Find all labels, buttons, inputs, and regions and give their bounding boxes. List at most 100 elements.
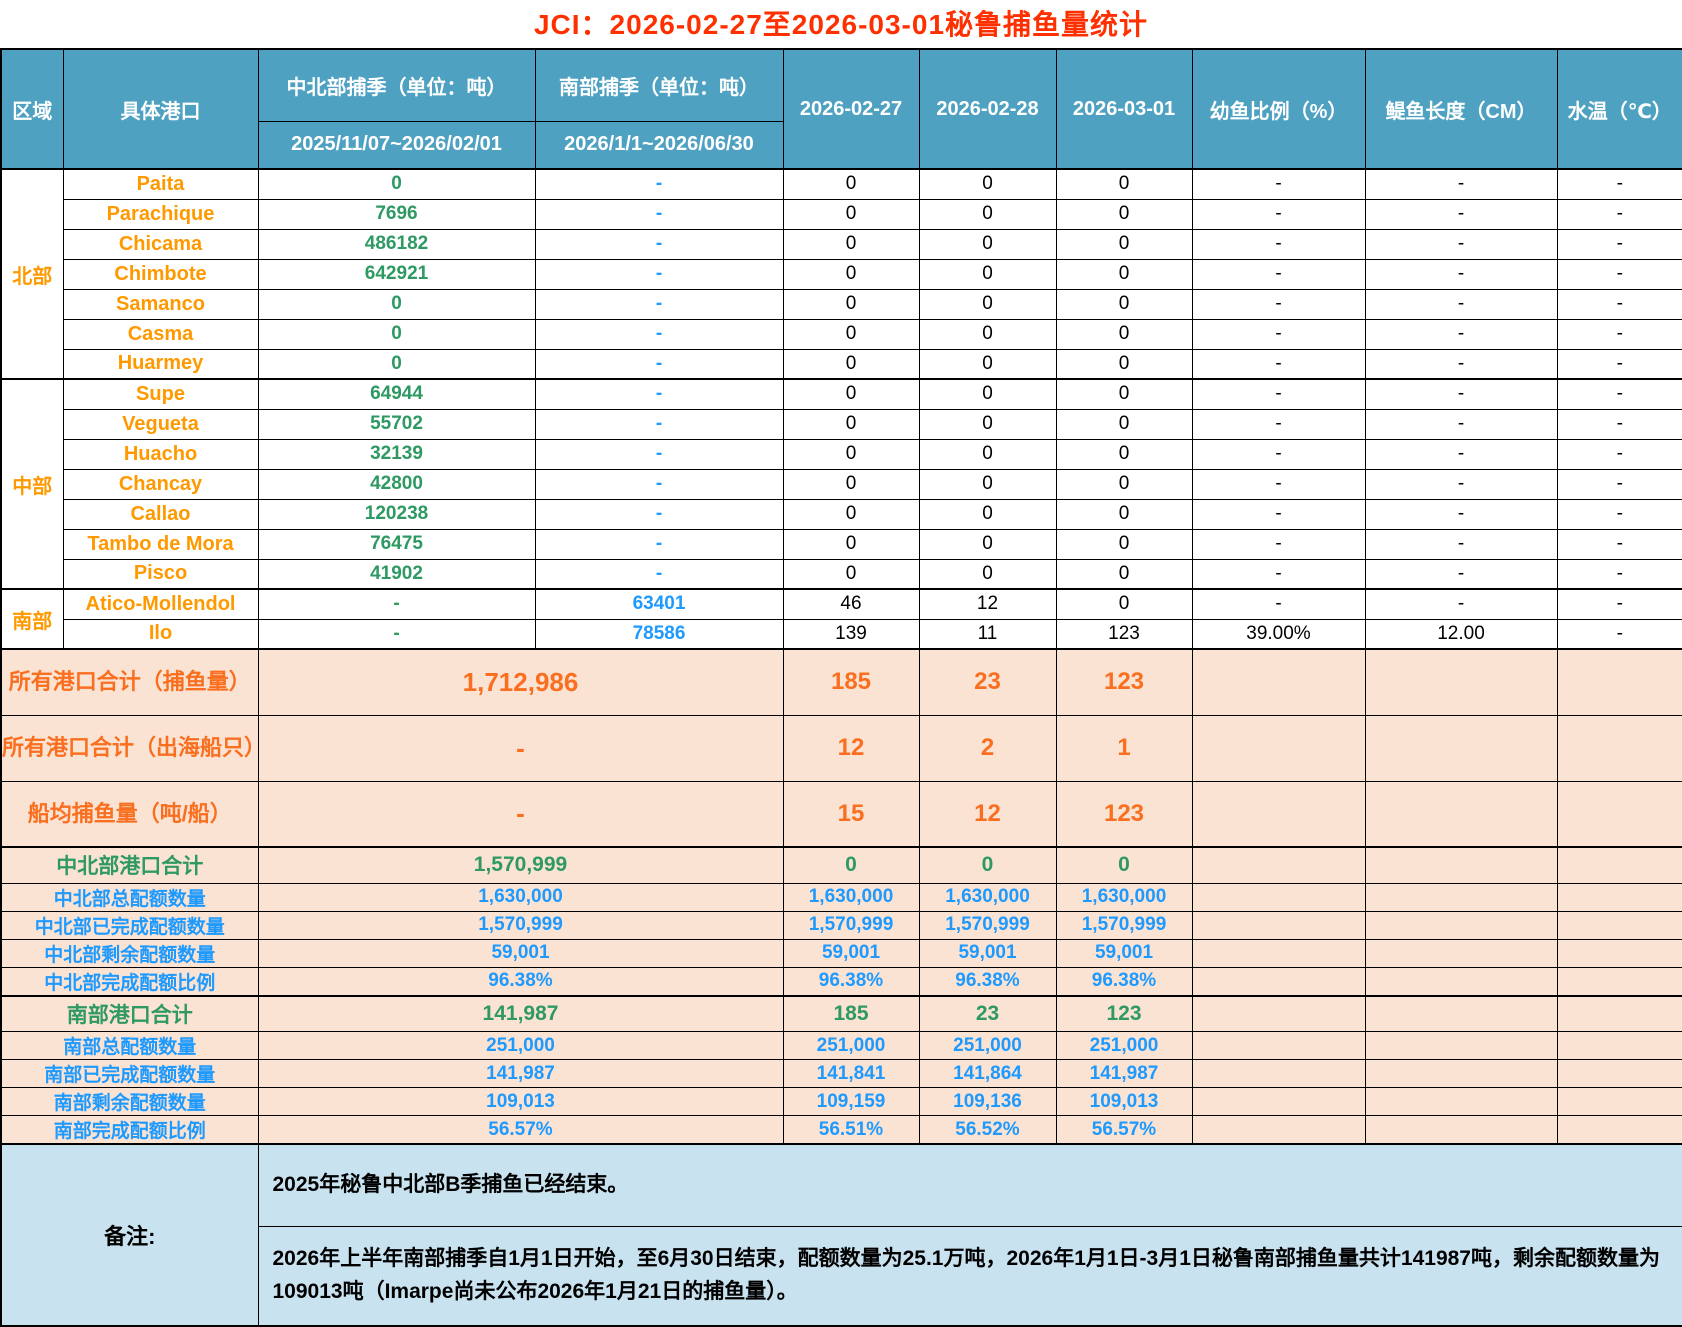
day1-value: 109,159 [782, 1087, 920, 1116]
day2-value: 0 [918, 228, 1057, 260]
summary-rows-body: 所有港口合计（捕鱼量） 1,712,986 185 23 123 所有港口合计（出海船只）… [0, 648, 1682, 1145]
season-total-value: 56.57% [257, 1115, 784, 1145]
day1-value: 96.38% [782, 966, 920, 996]
day1-value: 0 [782, 318, 920, 350]
summary-label: 南部已完成配额数量 [0, 1059, 259, 1088]
port-name: Atico-Mollendol [62, 588, 259, 620]
anchovy-length-value: - [1364, 558, 1558, 590]
day1-value: 0 [782, 198, 920, 230]
north-season-value: - [257, 588, 536, 620]
day2-value: 12 [918, 588, 1057, 620]
north-season-value: 486182 [257, 228, 536, 260]
summary-row: 南部已完成配额数量 141,987 141,841 141,864 141,987 [0, 1059, 1682, 1088]
anchovy-length-value: - [1364, 588, 1558, 620]
empty-cell [1556, 648, 1682, 716]
anchovy-length-value: - [1364, 438, 1558, 470]
day2-value: 56.52% [918, 1115, 1057, 1145]
south-season-value: - [534, 288, 784, 320]
water-temp-value: - [1556, 588, 1682, 620]
day3-value: 0 [1055, 258, 1193, 290]
day1-value: 0 [782, 438, 920, 470]
day1-value: 56.51% [782, 1115, 920, 1145]
day2-value: 1,570,999 [918, 910, 1057, 940]
day3-value: 1,630,000 [1055, 882, 1193, 912]
south-season-value: - [534, 528, 784, 560]
region-label: 南部 [0, 588, 64, 650]
header-south-season: 南部捕季（单位：吨） [534, 48, 784, 122]
day2-value: 0 [918, 198, 1057, 230]
day3-value: 0 [1055, 168, 1193, 200]
empty-cell [1364, 1059, 1558, 1088]
day2-value: 11 [918, 618, 1057, 650]
empty-cell [1191, 882, 1366, 912]
empty-cell [1364, 966, 1558, 996]
port-name: Samanco [62, 288, 259, 320]
season-total-value: 96.38% [257, 966, 784, 996]
anchovy-length-value: - [1364, 498, 1558, 530]
water-temp-value: - [1556, 348, 1682, 380]
day2-value: 23 [918, 994, 1057, 1032]
empty-cell [1191, 966, 1366, 996]
day3-value: 0 [1055, 588, 1193, 620]
summary-row: 南部完成配额比例 56.57% 56.51% 56.52% 56.57% [0, 1115, 1682, 1145]
summary-label: 中北部完成配额比例 [0, 966, 259, 996]
north-season-value: 7696 [257, 198, 536, 230]
notes-section: 备注: 2025年秘鲁中北部B季捕鱼已经结束。 2026年上半年南部捕季自1月1… [0, 1143, 1682, 1327]
north-season-value: 64944 [257, 378, 536, 410]
empty-cell [1364, 648, 1558, 716]
north-season-value: 76475 [257, 528, 536, 560]
summary-row: 中北部港口合计 1,570,999 0 0 0 [0, 846, 1682, 884]
port-row: 南部 Atico-Mollendol -63401 46 12 0- - - [0, 588, 1682, 650]
day2-value: 0 [918, 378, 1057, 410]
port-row: Parachique 7696-0 0 0- - - [1, 198, 1682, 230]
anchovy-length-value: - [1364, 378, 1558, 410]
day3-value: 0 [1055, 498, 1193, 530]
day3-value: 0 [1055, 198, 1193, 230]
day1-value: 0 [782, 258, 920, 290]
anchovy-length-value: - [1364, 318, 1558, 350]
day1-value: 0 [782, 348, 920, 380]
header-anchovy-length: 鳀鱼长度（CM） [1364, 48, 1558, 170]
empty-cell [1191, 1115, 1366, 1145]
water-temp-value: - [1556, 258, 1682, 290]
day3-value: 1 [1055, 714, 1193, 782]
anchovy-length-value: - [1364, 168, 1558, 200]
port-row: Ilo -78586 139 11 123 39.00% 12.00- [1, 618, 1682, 650]
day2-value: 96.38% [918, 966, 1057, 996]
table-header: 区域 具体港口 中北部捕季（单位：吨） 南部捕季（单位：吨） 2026-02-2… [0, 48, 1682, 170]
day3-value: 123 [1055, 618, 1193, 650]
day1-value: 0 [782, 228, 920, 260]
day2-value: 0 [918, 288, 1057, 320]
day2-value: 0 [918, 318, 1057, 350]
south-season-value: - [534, 318, 784, 350]
fishing-statistics-table: 区域 具体港口 中北部捕季（单位：吨） 南部捕季（单位：吨） 2026-02-2… [0, 48, 1682, 1327]
south-season-value: - [534, 558, 784, 590]
port-name: Huarmey [62, 348, 259, 380]
water-temp-value: - [1556, 618, 1682, 650]
region-label: 中部 [0, 378, 64, 590]
port-name: Callao [62, 498, 259, 530]
juvenile-ratio-value: - [1191, 168, 1366, 200]
port-row: 北部 Paita 0-0 0 0- - - [0, 168, 1682, 380]
summary-label: 所有港口合计（捕鱼量） [0, 648, 259, 716]
north-season-value: 0 [257, 348, 536, 380]
empty-cell [1556, 1059, 1682, 1088]
south-season-value: - [534, 438, 784, 470]
empty-cell [1191, 714, 1366, 782]
day1-value: 141,841 [782, 1059, 920, 1088]
empty-cell [1556, 910, 1682, 940]
water-temp-value: - [1556, 528, 1682, 560]
day2-value: 59,001 [918, 938, 1057, 968]
empty-cell [1556, 780, 1682, 848]
season-total-value: 141,987 [257, 1059, 784, 1088]
north-season-value: 0 [257, 318, 536, 350]
port-row: Huacho 32139-0 0 0- - - [1, 438, 1682, 470]
day1-value: 0 [782, 846, 920, 884]
day1-value: 0 [782, 468, 920, 500]
day2-value: 0 [918, 348, 1057, 380]
day1-value: 1,570,999 [782, 910, 920, 940]
summary-row: 船均捕鱼量（吨/船） -15 12 123 [0, 780, 1682, 848]
day2-value: 23 [918, 648, 1057, 716]
port-name: Huacho [62, 438, 259, 470]
day3-value: 1,570,999 [1055, 910, 1193, 940]
